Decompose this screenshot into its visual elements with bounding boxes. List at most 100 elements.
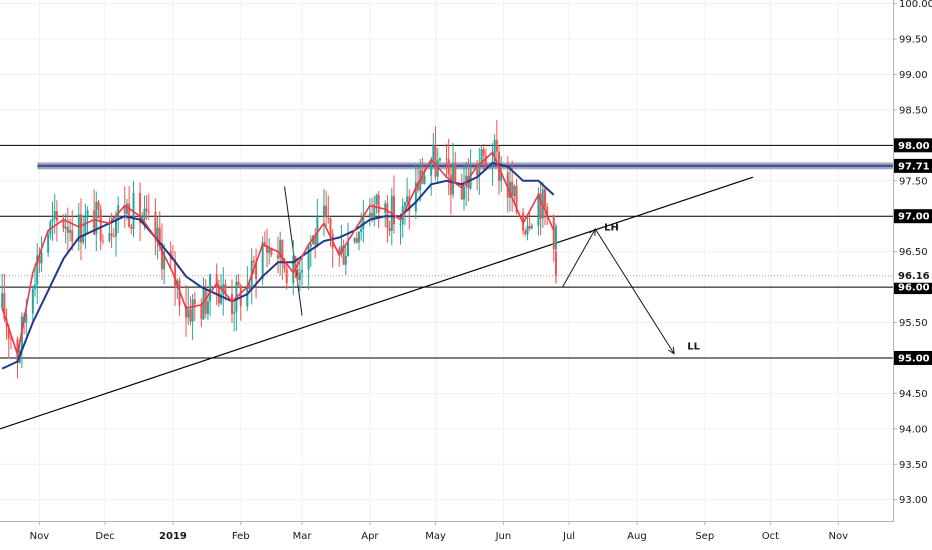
candle-body — [86, 210, 89, 218]
time-tick-label: 2019 — [159, 531, 187, 542]
candle-body — [25, 313, 28, 323]
candle-body — [231, 294, 234, 314]
candle-body — [399, 223, 402, 225]
candle-body — [285, 268, 288, 284]
candle-body — [64, 226, 67, 229]
candle-body — [55, 211, 58, 221]
candle-body — [178, 280, 181, 306]
candle-body — [460, 182, 463, 200]
level-tag-bg — [894, 350, 932, 365]
candle-body — [143, 208, 146, 221]
trendline-line — [0, 176, 754, 430]
price-tick-label: 94.50 — [899, 389, 928, 400]
candle-body — [347, 241, 350, 256]
candle-body — [500, 172, 503, 181]
candle-body — [206, 301, 209, 314]
candle-body — [537, 193, 540, 226]
candle-body — [163, 251, 166, 270]
candle-body — [355, 238, 358, 243]
candle-body — [237, 281, 240, 286]
candle-body — [403, 202, 406, 206]
candle-body — [546, 206, 549, 216]
projection-path — [562, 227, 675, 355]
candle-body — [93, 210, 96, 235]
level-tag: 98.00 — [898, 141, 930, 152]
candle-body — [430, 160, 433, 176]
candle-body — [371, 213, 374, 218]
candle-body — [316, 216, 319, 245]
price-tick-label: 96.50 — [899, 247, 928, 258]
candle-body — [128, 203, 131, 228]
candle-body — [338, 248, 341, 254]
candle-body — [307, 246, 310, 270]
candle-body — [449, 174, 452, 195]
candle-body — [31, 289, 34, 314]
time-tick-label: Oct — [762, 531, 779, 542]
time-tick-label: May — [425, 531, 446, 542]
candle-body — [193, 299, 196, 305]
annotation-lh: LH — [604, 222, 619, 233]
time-axis[interactable]: Nov Dec 2019 Feb Mar Apr May Jun Jul Aug Sep Oct Nov — [0, 521, 894, 550]
price-tick-label: 93.00 — [899, 495, 928, 506]
candle-body — [495, 139, 498, 152]
candle-body — [112, 235, 115, 237]
candle-body — [515, 185, 518, 213]
candle-body — [248, 285, 251, 289]
candle-body — [145, 208, 148, 212]
candle-body — [204, 288, 207, 314]
candle-body — [255, 262, 258, 280]
candle-body — [84, 217, 87, 236]
candle-body — [246, 285, 249, 307]
projection-arrowhead — [667, 346, 675, 355]
candle-body — [554, 226, 557, 250]
candle-body — [452, 163, 455, 195]
candle-body — [554, 251, 557, 276]
candle-body — [493, 139, 496, 162]
candle-body — [524, 230, 527, 235]
candle-body — [9, 338, 12, 340]
candle-body — [215, 274, 218, 288]
candle-body — [34, 284, 37, 290]
candle-body — [506, 172, 509, 198]
candle-body — [66, 226, 69, 233]
candle-body — [154, 212, 157, 240]
candle-body — [447, 159, 450, 175]
level-tag: 96.00 — [898, 283, 930, 294]
candle-body — [266, 245, 269, 253]
candle-body — [281, 240, 284, 262]
candle-body — [3, 293, 6, 320]
candle-body — [97, 201, 100, 210]
resistance-tag-bg — [894, 158, 932, 173]
candle-body — [147, 211, 150, 213]
time-tick-label: Mar — [293, 531, 313, 542]
candle-body — [325, 205, 328, 217]
candle-body — [484, 155, 487, 167]
candle-body — [279, 240, 282, 259]
price-axis[interactable]: 93.00 93.50 94.00 94.50 95.00 95.50 96.00 96.50… — [893, 0, 932, 550]
candle-body — [417, 182, 420, 191]
horizontal-levels — [0, 144, 894, 359]
candle-body — [377, 194, 380, 213]
candle-body — [434, 145, 437, 177]
last-price-tag-bg — [894, 268, 932, 283]
candle-body — [108, 233, 111, 241]
candle-body — [53, 211, 56, 219]
candle-body — [373, 204, 376, 218]
last-price-tag: 96.16 — [898, 271, 930, 282]
candle-body — [69, 230, 72, 233]
candle-body — [528, 225, 531, 229]
price-tick-label: 94.00 — [899, 424, 928, 435]
candle-body — [174, 259, 177, 286]
candle-body — [392, 196, 395, 225]
candle-body — [294, 256, 297, 270]
candlesticks — [1, 119, 557, 379]
candle-body — [384, 203, 387, 213]
candle-body — [469, 169, 472, 189]
candle-body — [130, 227, 133, 229]
candle-body — [270, 248, 273, 256]
level-tag: 95.00 — [898, 353, 930, 364]
candle-body — [526, 225, 529, 235]
candle-body — [200, 304, 203, 320]
level-tag-bg — [894, 138, 932, 153]
